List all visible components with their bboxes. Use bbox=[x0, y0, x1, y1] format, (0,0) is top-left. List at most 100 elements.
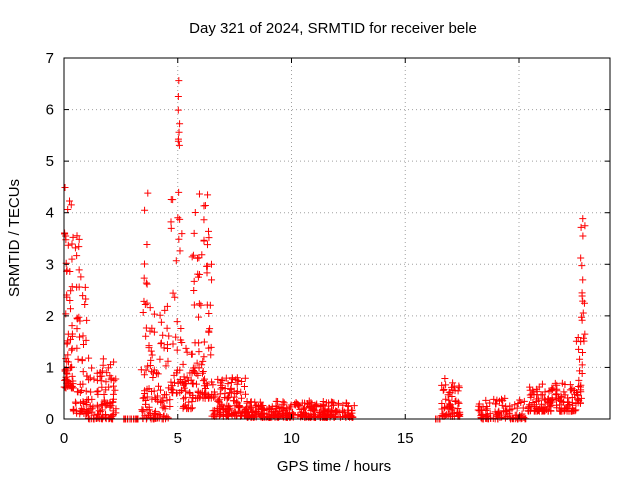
data-point bbox=[217, 385, 225, 393]
data-point bbox=[200, 390, 208, 398]
data-point bbox=[72, 399, 80, 407]
data-point bbox=[225, 393, 233, 401]
data-point bbox=[575, 345, 583, 353]
data-point bbox=[195, 348, 203, 356]
data-point bbox=[207, 343, 215, 351]
grid bbox=[64, 58, 610, 419]
data-point bbox=[139, 309, 147, 317]
data-point bbox=[179, 360, 187, 368]
data-point bbox=[182, 344, 190, 352]
data-point bbox=[513, 404, 521, 412]
data-point bbox=[79, 380, 87, 388]
data-point bbox=[529, 398, 537, 406]
data-point bbox=[205, 328, 213, 336]
data-point bbox=[577, 338, 585, 346]
data-point bbox=[111, 386, 119, 394]
data-point bbox=[140, 297, 148, 305]
data-point bbox=[143, 240, 151, 248]
data-point bbox=[195, 300, 203, 308]
data-point bbox=[573, 388, 581, 396]
data-point bbox=[556, 396, 564, 404]
data-point bbox=[79, 368, 87, 376]
data-point bbox=[520, 397, 528, 405]
data-point bbox=[88, 364, 96, 372]
data-point bbox=[227, 385, 235, 393]
data-point bbox=[95, 407, 103, 415]
data-point bbox=[174, 214, 182, 222]
data-point bbox=[283, 404, 291, 412]
data-point bbox=[142, 366, 150, 374]
data-point bbox=[332, 407, 340, 415]
data-point bbox=[175, 141, 183, 149]
data-point bbox=[444, 412, 452, 420]
plot-frame bbox=[63, 57, 611, 420]
data-point bbox=[238, 412, 246, 420]
data-point bbox=[575, 376, 583, 384]
data-point bbox=[577, 388, 585, 396]
data-point bbox=[311, 413, 319, 421]
data-point bbox=[505, 410, 513, 418]
data-point bbox=[176, 215, 184, 223]
data-point bbox=[568, 385, 576, 393]
y-axis-label: SRMTID / TECUs bbox=[6, 179, 23, 297]
data-point bbox=[100, 398, 108, 406]
data-point bbox=[195, 190, 203, 198]
data-point bbox=[61, 183, 69, 191]
data-point bbox=[147, 356, 155, 364]
axes: 0 5 10 15 20 0 1 2 3 4 5 6 7 bbox=[46, 50, 611, 447]
data-point bbox=[64, 351, 72, 359]
data-point bbox=[174, 92, 182, 100]
data-point bbox=[491, 408, 499, 416]
data-point bbox=[200, 236, 208, 244]
data-point bbox=[243, 413, 251, 421]
data-point bbox=[576, 355, 584, 363]
data-point bbox=[237, 394, 245, 402]
data-point bbox=[199, 357, 207, 365]
data-point bbox=[157, 339, 165, 347]
data-point bbox=[67, 201, 75, 209]
data-point bbox=[348, 406, 356, 414]
data-point bbox=[68, 322, 76, 330]
data-point bbox=[226, 389, 234, 397]
data-point bbox=[501, 394, 509, 402]
data-point bbox=[578, 313, 586, 321]
data-point bbox=[175, 188, 183, 196]
data-point bbox=[200, 382, 208, 390]
data-point bbox=[245, 402, 253, 410]
data-point bbox=[233, 380, 241, 388]
data-point bbox=[252, 402, 260, 410]
data-point bbox=[209, 381, 217, 389]
data-point bbox=[538, 380, 546, 388]
y-tick-label: 3 bbox=[46, 256, 54, 273]
data-point bbox=[300, 408, 308, 416]
data-point bbox=[191, 209, 199, 217]
data-point bbox=[141, 389, 149, 397]
data-point bbox=[581, 330, 589, 338]
data-point bbox=[200, 216, 208, 224]
data-point bbox=[475, 400, 483, 408]
data-point bbox=[156, 355, 164, 363]
data-point bbox=[440, 404, 448, 412]
data-point bbox=[535, 397, 543, 405]
data-point bbox=[518, 410, 526, 418]
data-point bbox=[98, 406, 106, 414]
data-point bbox=[64, 206, 72, 214]
data-point bbox=[225, 402, 233, 410]
data-point bbox=[527, 393, 535, 401]
data-point bbox=[175, 77, 183, 85]
data-point bbox=[217, 379, 225, 387]
data-point bbox=[194, 273, 202, 281]
data-point bbox=[148, 395, 156, 403]
data-point bbox=[167, 224, 175, 232]
data-point bbox=[207, 260, 215, 268]
x-tick-label: 0 bbox=[60, 430, 68, 447]
data-point bbox=[441, 374, 449, 382]
data-point bbox=[75, 266, 83, 274]
data-point bbox=[157, 398, 165, 406]
data-point bbox=[195, 313, 203, 321]
y-tick-label: 7 bbox=[46, 50, 54, 67]
data-point bbox=[540, 395, 548, 403]
data-point bbox=[167, 385, 175, 393]
data-point bbox=[201, 375, 209, 383]
